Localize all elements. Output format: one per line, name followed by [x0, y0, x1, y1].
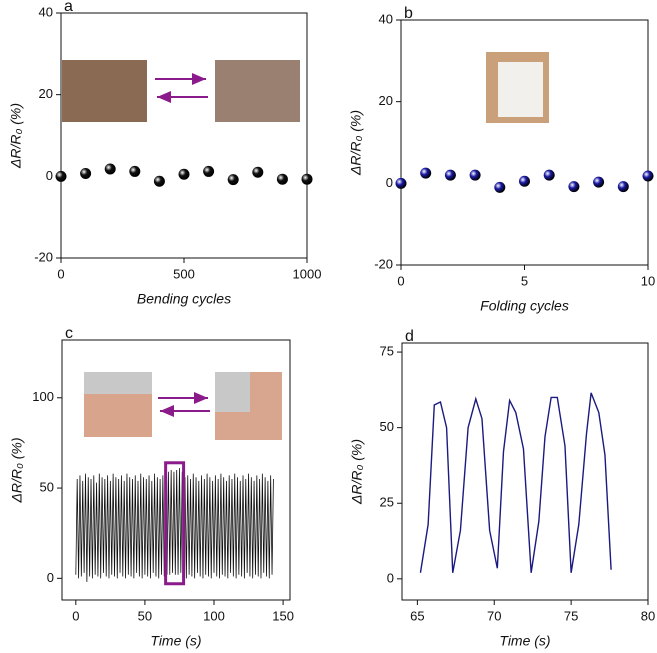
y-tick-label: 0 [387, 570, 394, 585]
x-tick-label: 100 [203, 608, 225, 623]
y-tick-label: -20 [374, 256, 393, 271]
y-tick-label: 0 [46, 168, 53, 183]
photo [84, 372, 152, 394]
data-point [494, 181, 506, 193]
y-tick-label: 75 [380, 344, 394, 359]
data-line [75, 468, 274, 582]
data-point [593, 176, 605, 188]
data-point [519, 175, 530, 187]
y-tick-label: 40 [39, 4, 53, 19]
y-tick-label: 20 [39, 86, 53, 101]
y-tick-label: 0 [386, 175, 393, 190]
plot-frame [60, 12, 308, 259]
data-line [419, 392, 612, 573]
plot-frame [61, 339, 291, 601]
x-tick-label: 75 [564, 608, 578, 623]
x-axis-label: Folding cycles [480, 298, 569, 314]
data-point [543, 169, 555, 181]
y-axis-label: ΔR/R₀ (%) [9, 437, 25, 503]
photo [498, 62, 543, 117]
data-point [395, 177, 407, 189]
data-point [153, 175, 165, 187]
y-tick-label: 40 [379, 11, 393, 26]
data-point [55, 170, 67, 182]
y-tick-label: 100 [32, 389, 54, 404]
data-point [568, 181, 580, 193]
data-point [203, 165, 215, 177]
data-point [469, 169, 481, 181]
data-point [178, 168, 190, 180]
x-tick-label: 500 [173, 266, 195, 281]
y-tick-label: 20 [379, 93, 393, 108]
data-point [227, 174, 239, 186]
x-tick-label: 5 [521, 273, 528, 288]
highlight-box [164, 461, 186, 586]
data-point [252, 166, 264, 178]
data-point [420, 167, 432, 179]
data-point [642, 170, 654, 182]
x-tick-label: 0 [72, 608, 79, 623]
x-tick-label: 80 [641, 608, 655, 623]
data-point [276, 173, 288, 185]
data-point [80, 167, 92, 179]
data-point [129, 165, 141, 177]
x-axis-label: Time (s) [499, 633, 550, 649]
x-tick-label: 65 [410, 608, 424, 623]
x-tick-label: 10 [641, 273, 655, 288]
y-tick-label: 25 [380, 495, 394, 510]
y-tick-label: -20 [34, 249, 53, 264]
data-point [617, 181, 629, 193]
x-axis-label: Bending cycles [137, 291, 231, 307]
plot-frame [401, 342, 649, 601]
photo [62, 60, 147, 122]
x-tick-label: 0 [57, 266, 64, 281]
photo [215, 60, 300, 122]
panel-label: a [64, 0, 73, 15]
y-tick-label: 0 [47, 570, 54, 585]
inset-photos [62, 52, 549, 440]
panel-label: d [405, 328, 414, 345]
x-tick-label: 1000 [293, 266, 322, 281]
x-tick-label: 0 [397, 273, 404, 288]
panel-label: b [404, 5, 413, 22]
y-axis-label: ΔR/R₀ (%) [8, 103, 24, 169]
y-tick-label: 50 [40, 479, 54, 494]
y-axis-label: ΔR/R₀ (%) [348, 110, 364, 176]
x-axis-label: Time (s) [150, 633, 201, 649]
data-point [104, 163, 116, 175]
photo [215, 372, 250, 412]
x-tick-label: 70 [487, 608, 501, 623]
x-tick-label: 150 [272, 608, 294, 623]
data-point [301, 173, 313, 185]
y-tick-label: 50 [380, 419, 394, 434]
y-axis-label: ΔR/R₀ (%) [349, 439, 365, 505]
panel-label: c [65, 325, 73, 342]
data-point [444, 169, 456, 181]
x-tick-label: 50 [138, 608, 152, 623]
